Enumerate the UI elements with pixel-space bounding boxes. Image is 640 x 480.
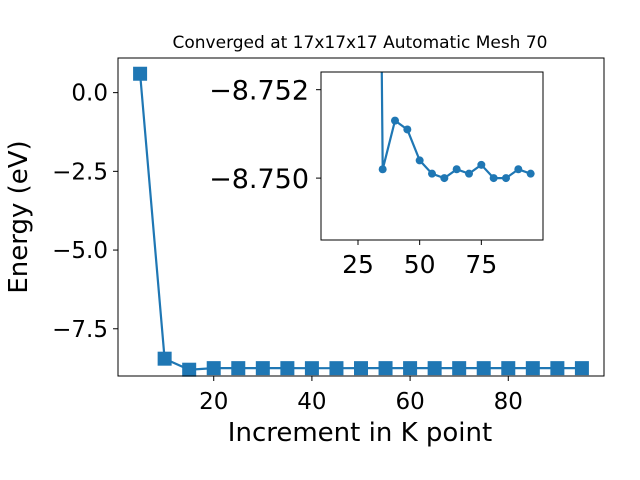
inset-x-tick-label: 25 [342, 250, 374, 279]
main-plot-frame [117, 57, 605, 377]
main-data-point [403, 361, 418, 376]
inset-data-point [391, 116, 399, 125]
inset-ticks: 25 50 75 −8.752 −8.750 [209, 76, 497, 279]
main-data-point [157, 351, 172, 366]
main-data-point [427, 361, 442, 376]
inset-data-point [415, 156, 424, 165]
inset-data-point [489, 174, 498, 183]
main-markers [133, 66, 589, 377]
inset-data-point [378, 165, 387, 174]
inset-data-point [428, 169, 436, 178]
inset-plot-area [321, 72, 543, 240]
inset-data-point [440, 174, 449, 183]
inset-data-point [477, 160, 486, 169]
main-data-point [550, 361, 565, 376]
main-data-point [574, 361, 589, 376]
inset-x-tick-label: 75 [465, 250, 497, 279]
main-data-point [304, 361, 319, 376]
inset-y-tick-label: −8.750 [209, 164, 309, 195]
main-data-point [329, 361, 344, 376]
main-data-point [354, 361, 368, 376]
inset-chart: 25 50 75 −8.752 −8.750 [209, 71, 544, 279]
main-data-point [378, 361, 393, 376]
main-data-point [206, 361, 221, 376]
inset-markers [378, 116, 535, 183]
main-y-tick-label: 0.0 [71, 81, 108, 107]
main-data-point [452, 361, 467, 376]
inset-data-point [403, 125, 412, 134]
main-data-point [501, 361, 516, 376]
main-x-tick-label: 40 [297, 389, 326, 415]
main-data-point [476, 361, 491, 376]
inset-data-point [465, 169, 473, 178]
inset-plot-frame [320, 71, 544, 241]
inset-data-point [452, 165, 461, 174]
main-x-tick-label: 80 [494, 389, 523, 415]
main-y-tick-label: −7.5 [52, 317, 108, 343]
inset-data-point [502, 174, 510, 183]
main-x-tick-label: 20 [199, 389, 228, 415]
inset-data-point [514, 165, 523, 174]
main-data-point [231, 361, 246, 376]
chart-title: Converged at 17x17x17 Automatic Mesh 70 [173, 33, 548, 53]
main-x-tick-label: 60 [395, 389, 424, 415]
y-axis-label: Energy (eV) [4, 140, 34, 293]
main-data-point [182, 362, 197, 377]
inset-y-tick-label: −8.752 [209, 76, 309, 107]
main-y-tick-label: −2.5 [52, 159, 108, 185]
main-data-point [255, 361, 270, 376]
inset-x-tick-label: 50 [404, 250, 436, 279]
main-data-point [280, 361, 295, 376]
main-data-point [525, 361, 540, 376]
main-y-tick-label: −5.0 [52, 238, 108, 264]
x-axis-label: Increment in K point [228, 418, 492, 448]
inset-data-point [526, 169, 535, 178]
main-data-point [133, 66, 148, 81]
main-ticks: 20 40 60 80 0.0 −2.5 −5.0 −7.5 [52, 81, 523, 415]
